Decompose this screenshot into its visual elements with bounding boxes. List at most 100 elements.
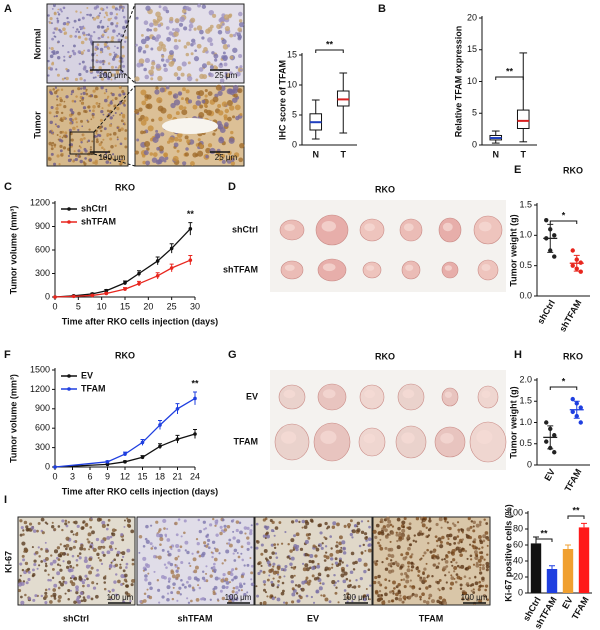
cell xyxy=(329,557,334,561)
cell xyxy=(479,569,482,572)
cell xyxy=(98,134,102,138)
cell xyxy=(108,545,113,549)
cell xyxy=(323,554,327,558)
cell xyxy=(87,532,92,537)
cell xyxy=(107,36,110,39)
cell xyxy=(60,111,64,115)
cell xyxy=(255,585,258,588)
cell xyxy=(86,538,89,541)
cell xyxy=(114,45,116,48)
cell xyxy=(103,581,107,584)
cell xyxy=(221,153,226,159)
cell xyxy=(86,119,89,122)
cell xyxy=(109,101,113,105)
cell xyxy=(246,526,250,530)
cell xyxy=(173,99,181,106)
cell xyxy=(405,579,410,584)
cell xyxy=(75,563,79,567)
cell xyxy=(178,586,182,590)
cell xyxy=(199,104,204,109)
cell xyxy=(402,556,407,561)
cell xyxy=(485,536,489,540)
cell xyxy=(94,76,97,79)
cell xyxy=(205,535,208,538)
cell xyxy=(97,74,100,77)
error-bar xyxy=(581,522,587,528)
significance-bracket xyxy=(315,49,344,53)
cell xyxy=(80,40,85,45)
cell xyxy=(48,21,52,24)
cell xyxy=(207,543,210,546)
cell xyxy=(57,553,62,558)
cell xyxy=(349,532,353,537)
cell xyxy=(294,519,299,523)
cell xyxy=(223,528,228,532)
cell xyxy=(105,14,109,17)
cell xyxy=(99,21,102,24)
cell xyxy=(83,558,88,564)
cell xyxy=(159,87,165,93)
cell xyxy=(428,597,431,600)
x-tick-label: 12 xyxy=(120,471,130,481)
cell xyxy=(255,522,259,526)
significance-bracket xyxy=(549,386,578,390)
cell xyxy=(451,552,455,556)
cell xyxy=(49,90,53,94)
cell xyxy=(101,107,104,110)
cell xyxy=(57,595,62,600)
cell xyxy=(157,75,163,82)
cell xyxy=(116,136,119,139)
cell xyxy=(224,122,229,127)
cell xyxy=(103,72,107,77)
cell xyxy=(120,532,124,537)
data-point xyxy=(552,233,557,238)
cell xyxy=(114,66,118,69)
cell xyxy=(142,556,147,561)
cell xyxy=(354,560,358,565)
cell xyxy=(71,574,75,579)
cell xyxy=(331,525,336,530)
cell xyxy=(60,582,64,587)
cell xyxy=(211,540,216,544)
cell xyxy=(78,62,82,66)
cell xyxy=(206,109,212,116)
cell xyxy=(105,160,110,164)
cell xyxy=(106,523,110,527)
cell xyxy=(477,558,482,563)
y-tick-label: 1500 xyxy=(30,364,50,374)
cell xyxy=(110,17,113,20)
y-tick-label: 900 xyxy=(35,403,50,413)
cell xyxy=(49,562,54,566)
cell xyxy=(83,137,86,140)
cell xyxy=(478,599,483,604)
cell xyxy=(65,543,70,548)
cell xyxy=(417,569,421,573)
cell xyxy=(232,552,235,555)
cell xyxy=(422,571,425,574)
cell xyxy=(409,555,413,559)
cell xyxy=(259,569,263,573)
x-tick-label: 3 xyxy=(70,471,75,481)
cell xyxy=(351,600,354,603)
cell xyxy=(169,50,174,56)
cell xyxy=(362,595,366,599)
cell xyxy=(223,62,228,67)
cell xyxy=(153,546,157,550)
cell xyxy=(237,555,241,559)
cell xyxy=(450,576,455,580)
cell xyxy=(225,586,229,590)
cell xyxy=(198,112,205,118)
scale-bar-label: 100 μm xyxy=(99,153,126,162)
cell xyxy=(74,35,77,38)
cell xyxy=(73,600,77,604)
cell xyxy=(82,584,85,588)
cell xyxy=(198,67,204,72)
cell xyxy=(67,588,71,593)
error-bar xyxy=(565,544,571,549)
cell xyxy=(27,577,31,582)
cell xyxy=(377,541,380,545)
cell xyxy=(118,93,122,97)
error-bar xyxy=(533,536,539,544)
cell xyxy=(181,109,188,116)
cell xyxy=(99,129,103,133)
